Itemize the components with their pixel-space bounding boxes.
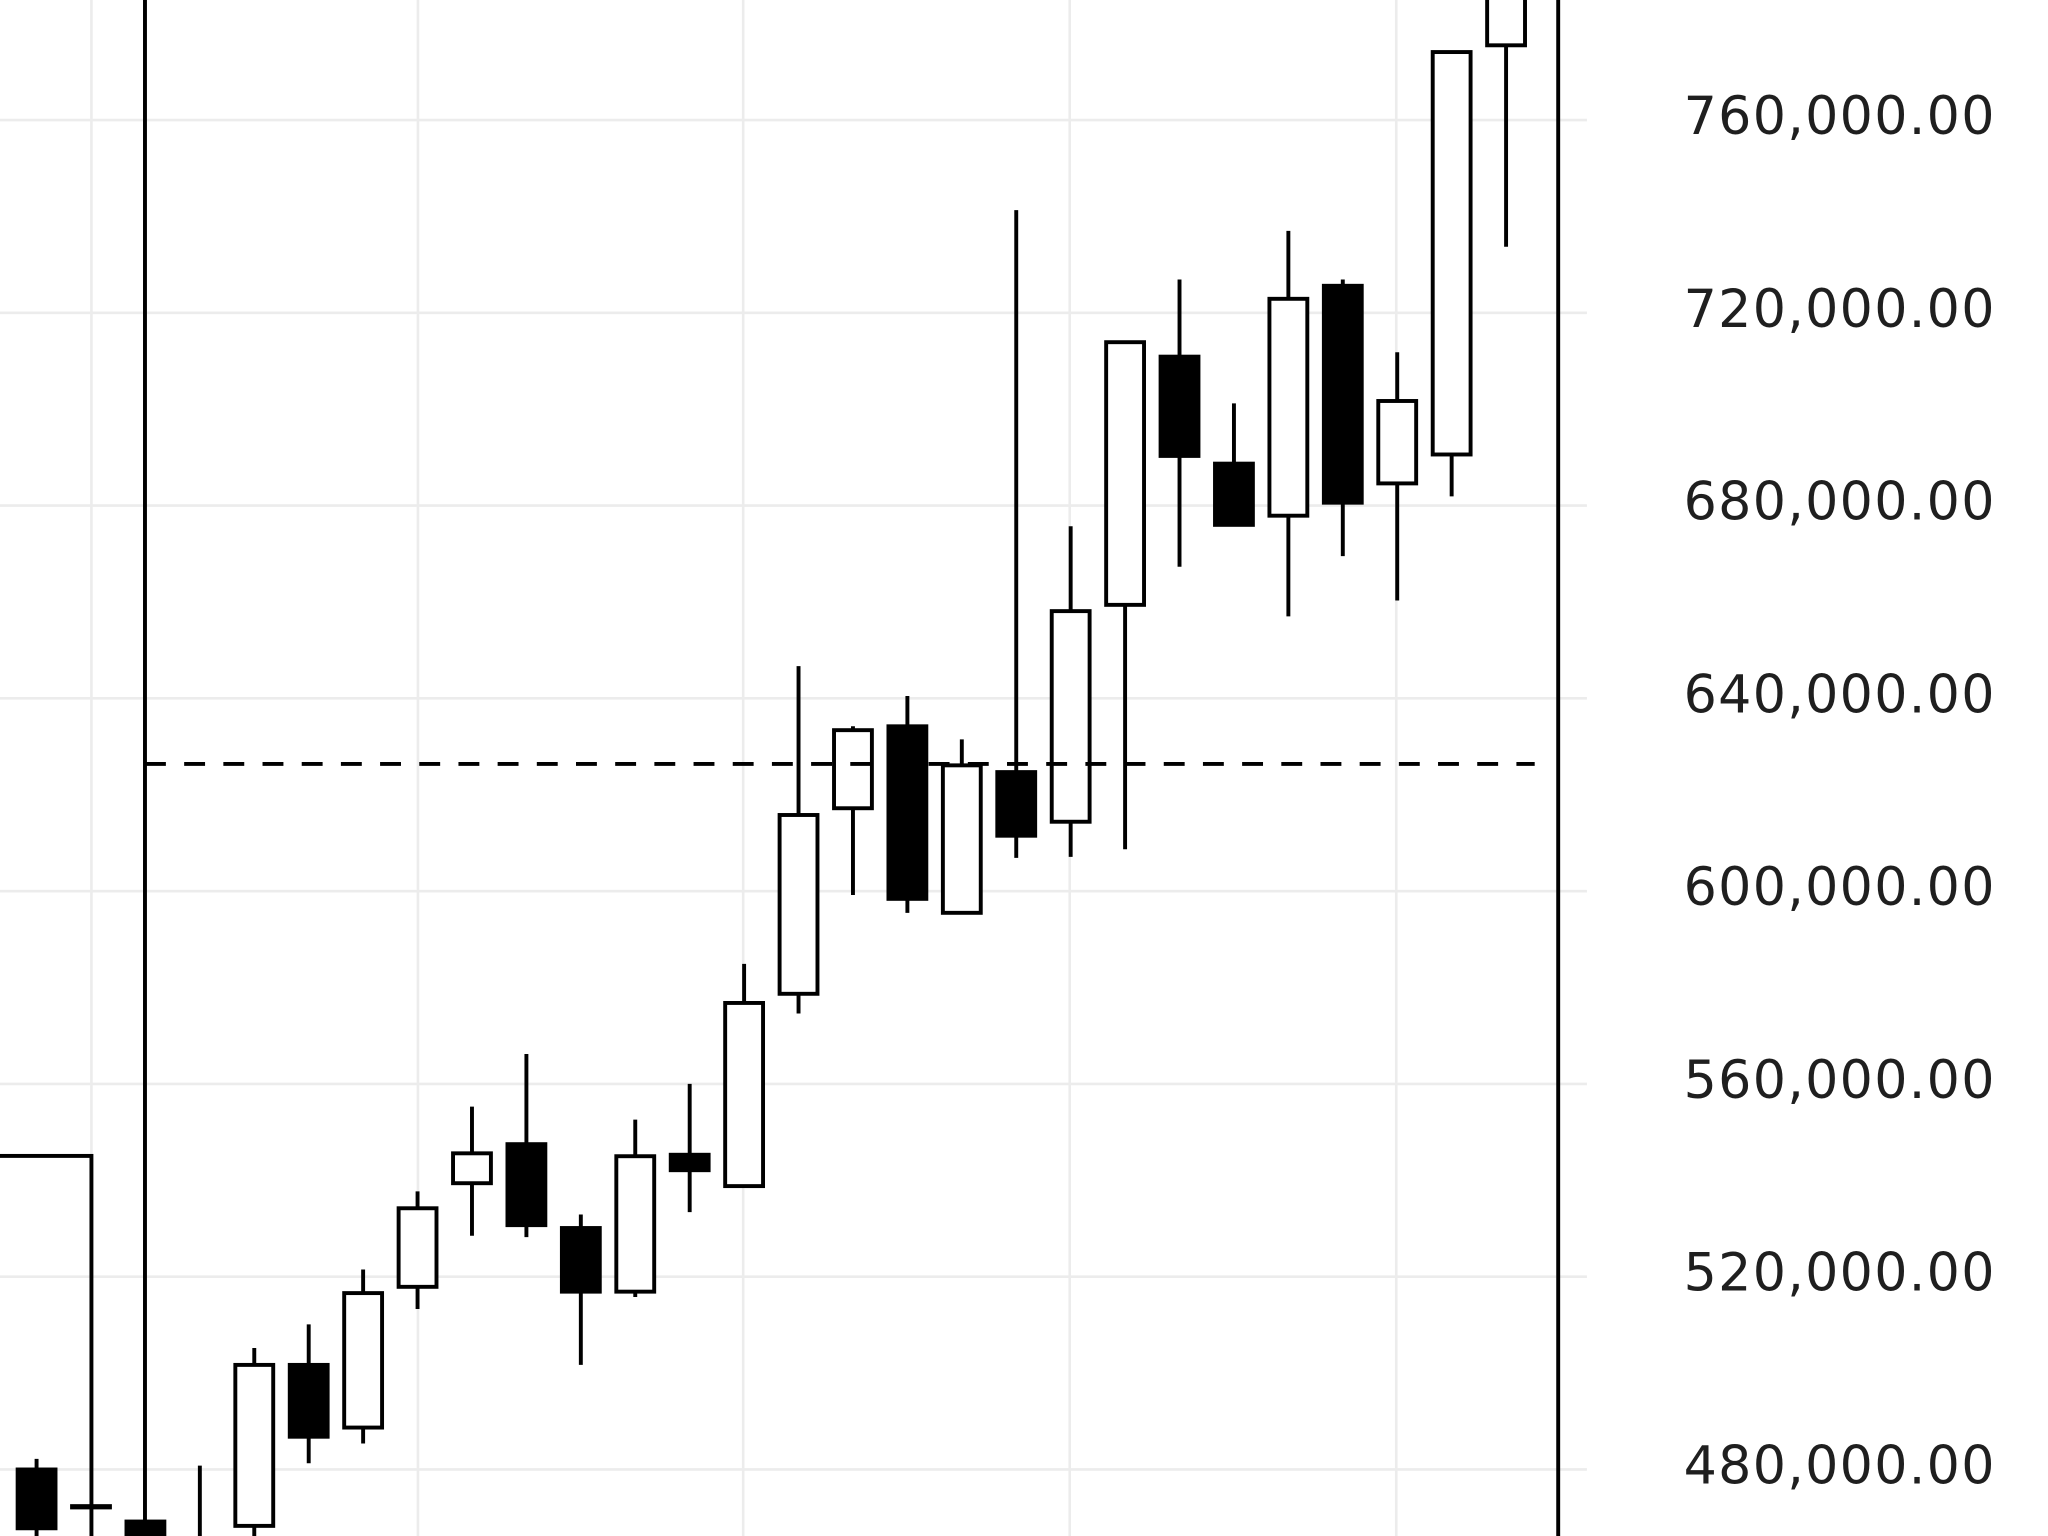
candle-body [1267,296,1310,518]
candle-body [1430,50,1473,457]
candle-body [886,724,929,901]
candle-body [342,1291,385,1430]
candle-body [233,1362,276,1528]
candle-body [1049,609,1092,824]
candle-body [287,1362,330,1439]
candle-body [505,1142,548,1228]
candle-body [832,728,874,811]
candle-body [777,813,820,996]
y-tick-label: 760,000.00 [1684,87,1996,147]
candle-body [995,770,1038,838]
candle-body [668,1152,711,1173]
y-tick-label: 640,000.00 [1684,665,1996,725]
price-axis: 480,000.00 520,000.00 560,000.00 600,000.00… [1684,87,1996,1496]
candle-body [451,1151,493,1186]
y-tick-label: 680,000.00 [1684,473,1996,533]
y-tick-label: 600,000.00 [1684,858,1996,918]
candle-body [940,763,983,915]
candle-body [396,1206,439,1289]
time-grid [90,0,1398,1536]
y-tick-label: 560,000.00 [1684,1051,1996,1111]
candle-body [1104,340,1146,607]
candle-body [1321,283,1364,505]
candle-body [15,1467,58,1531]
y-tick-label: 520,000.00 [1684,1244,1996,1304]
y-tick-label: 720,000.00 [1684,280,1996,340]
candle-body [1376,399,1419,486]
candle-body [1485,0,1527,48]
candle-body [559,1226,602,1294]
plot-area [15,0,1527,1536]
candle-body [614,1154,657,1294]
candle-body [1158,354,1201,458]
drawing-rectangle [0,1153,94,1536]
candle-body [723,1000,766,1189]
y-tick-label: 480,000.00 [1684,1436,1996,1496]
candle-body [1213,461,1255,527]
